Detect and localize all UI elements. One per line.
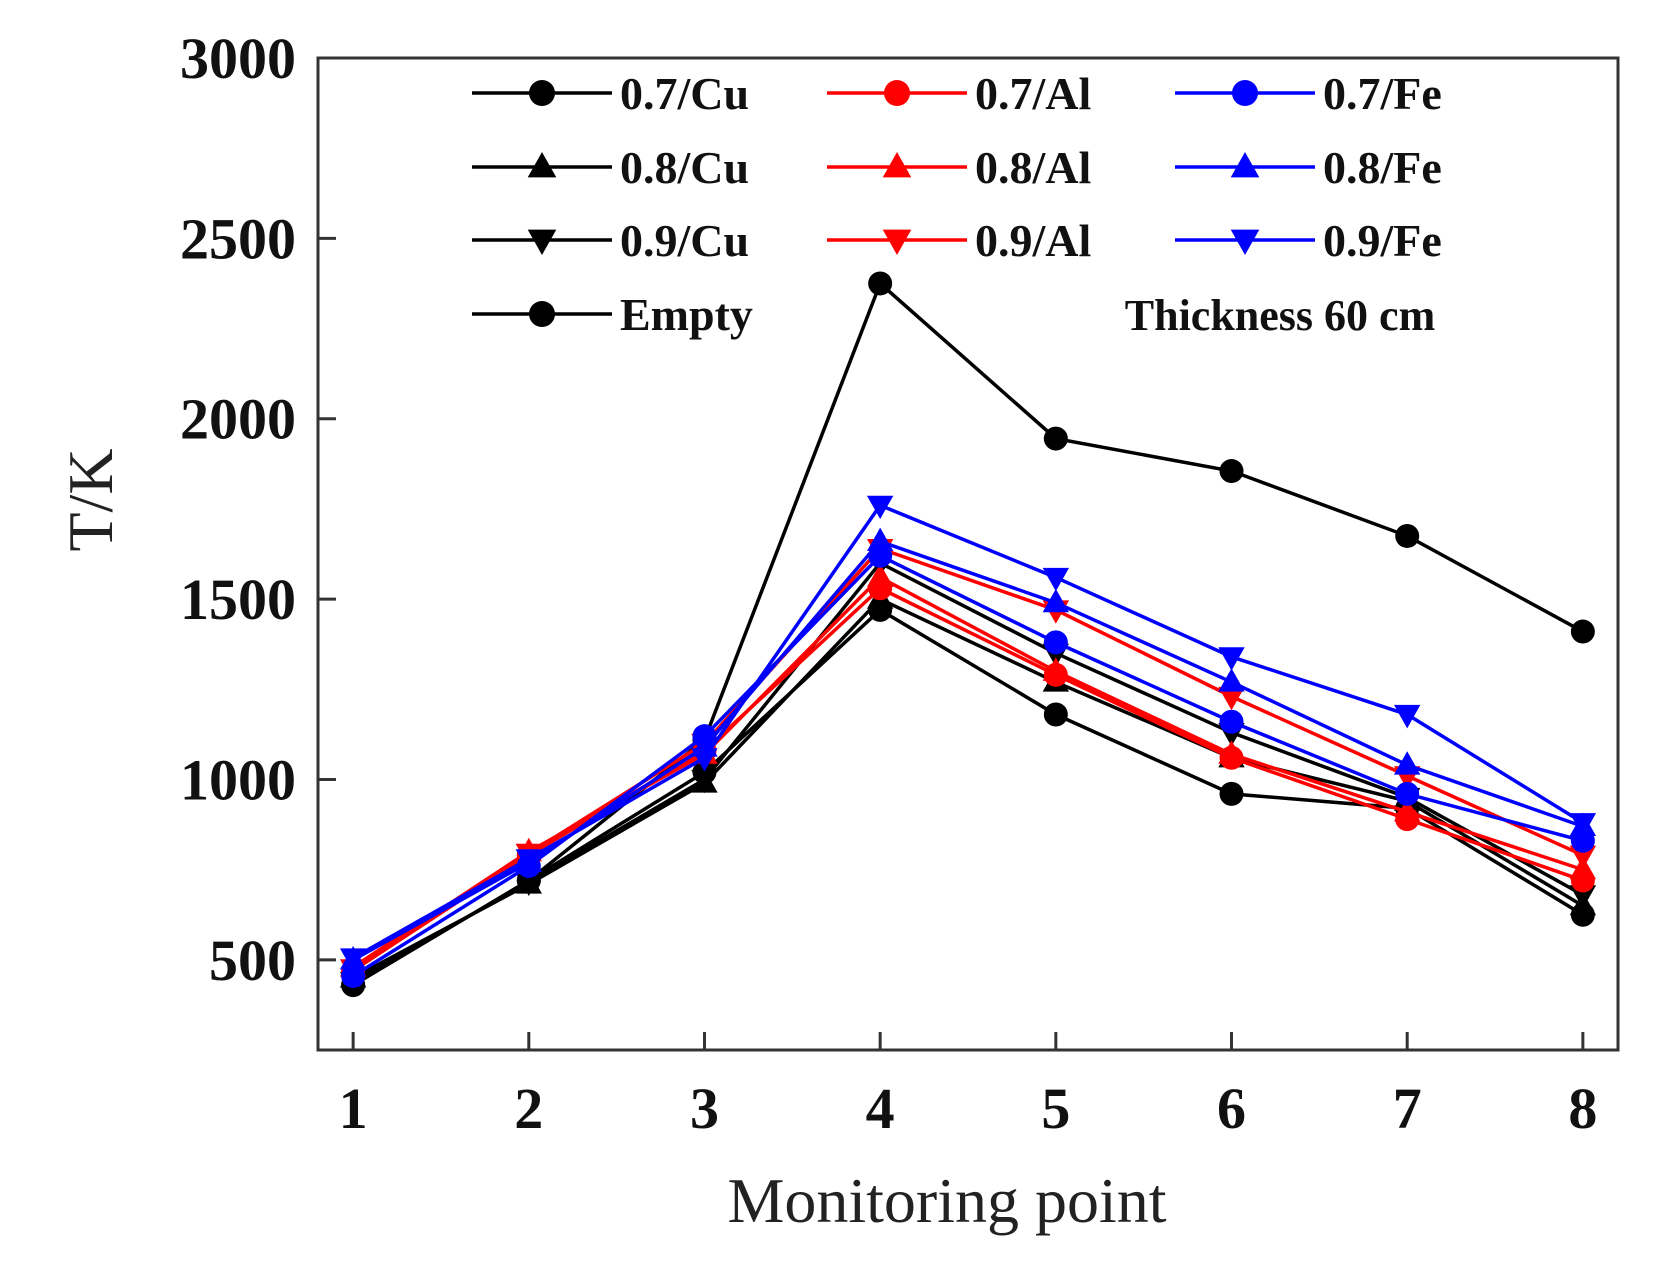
legend-item: 0.9/Al <box>827 215 1091 266</box>
data-point <box>1043 702 1068 727</box>
data-point <box>1569 845 1597 870</box>
data-point <box>866 527 894 551</box>
x-tick-label: 4 <box>866 1076 895 1141</box>
legend-label: 0.8/Cu <box>620 142 749 193</box>
x-tick-label: 2 <box>514 1076 543 1141</box>
data-point <box>339 948 367 972</box>
series-0-9-fe <box>339 495 1597 972</box>
data-point <box>1218 740 1245 764</box>
data-point <box>1393 704 1421 729</box>
plot-area-frame <box>316 56 1620 1052</box>
legend-marker <box>527 152 557 178</box>
legend-marker <box>1230 229 1260 255</box>
y-tick-label: 1000 <box>180 747 296 812</box>
data-point <box>1043 426 1068 451</box>
data-point <box>1569 885 1597 909</box>
data-point <box>866 495 894 520</box>
y-tick-label: 2500 <box>180 206 296 271</box>
data-point <box>1219 709 1244 734</box>
data-point <box>341 964 366 989</box>
legend-label: Empty <box>620 289 753 340</box>
y-tick-label: 1500 <box>180 567 296 632</box>
data-point <box>1042 567 1070 592</box>
legend-label: 0.9/Cu <box>620 215 749 266</box>
x-axis-title: Monitoring point <box>727 1165 1166 1236</box>
series-line <box>352 586 1584 973</box>
series-line <box>352 546 1584 971</box>
legend-item: 0.8/Fe <box>1175 142 1442 193</box>
legend-label: 0.7/Cu <box>620 68 749 119</box>
x-tick-label: 3 <box>690 1076 719 1141</box>
data-point <box>1043 630 1068 655</box>
series-line <box>352 553 1584 978</box>
data-point <box>1042 588 1070 613</box>
data-point <box>1395 781 1420 806</box>
series-line <box>352 607 1584 987</box>
legend-marker <box>529 80 555 106</box>
legend-item: 0.8/Al <box>827 142 1091 193</box>
legend-label: 0.7/Al <box>975 68 1091 119</box>
data-point <box>1393 751 1421 775</box>
series-line <box>352 560 1584 983</box>
y-axis-title: T/K <box>55 448 126 551</box>
legend-item: 0.9/Cu <box>472 215 749 266</box>
legend-marker <box>884 80 910 106</box>
data-point <box>1395 523 1420 548</box>
legend-marker <box>1232 80 1258 106</box>
legend-label: 0.9/Fe <box>1323 215 1442 266</box>
x-tick-label: 1 <box>339 1076 368 1141</box>
series-line <box>352 280 1584 987</box>
legend-marker <box>882 229 912 255</box>
legend-item: 0.7/Al <box>827 68 1091 119</box>
legend-item: 0.7/Fe <box>1175 68 1442 119</box>
legend-marker <box>882 152 912 178</box>
legend-marker <box>527 229 557 255</box>
x-tick-label: 7 <box>1393 1076 1422 1141</box>
legend-label: 0.8/Al <box>975 142 1091 193</box>
data-point <box>1218 686 1245 711</box>
series-line <box>352 596 1584 980</box>
data-point <box>1219 781 1244 806</box>
legend-label: 0.8/Fe <box>1323 142 1442 193</box>
legend-label: 0.7/Fe <box>1323 68 1442 119</box>
series-line <box>352 503 1584 960</box>
legend-item: 0.7/Cu <box>472 68 749 119</box>
x-tick-label: 8 <box>1568 1076 1597 1141</box>
data-point <box>1218 647 1245 671</box>
legend-item: Empty <box>472 289 753 340</box>
x-tick-label: 6 <box>1217 1076 1246 1141</box>
y-tick-label: 2000 <box>180 387 296 452</box>
series-0-8-fe <box>339 527 1597 970</box>
data-point <box>1042 657 1070 681</box>
data-point <box>1219 459 1244 484</box>
legend-item: 0.8/Cu <box>472 142 749 193</box>
data-point <box>866 563 894 588</box>
data-point <box>1570 619 1595 644</box>
data-point <box>691 769 718 794</box>
series-line <box>352 539 1584 962</box>
data-point <box>515 872 543 897</box>
data-point <box>1393 798 1421 822</box>
x-tick-label: 5 <box>1041 1076 1070 1141</box>
y-tick-label: 500 <box>209 928 296 993</box>
data-point <box>691 748 718 772</box>
legend-label: 0.9/Al <box>975 215 1091 266</box>
data-point <box>515 849 543 873</box>
legend-marker <box>529 301 555 327</box>
thickness-annotation: Thickness 60 cm <box>1125 291 1435 340</box>
legend-item: 0.9/Fe <box>1175 215 1442 266</box>
legend-marker <box>1230 152 1260 178</box>
y-tick-label: 3000 <box>180 26 296 91</box>
data-point <box>868 271 893 296</box>
data-point <box>1218 668 1245 692</box>
data-point <box>1569 813 1597 837</box>
